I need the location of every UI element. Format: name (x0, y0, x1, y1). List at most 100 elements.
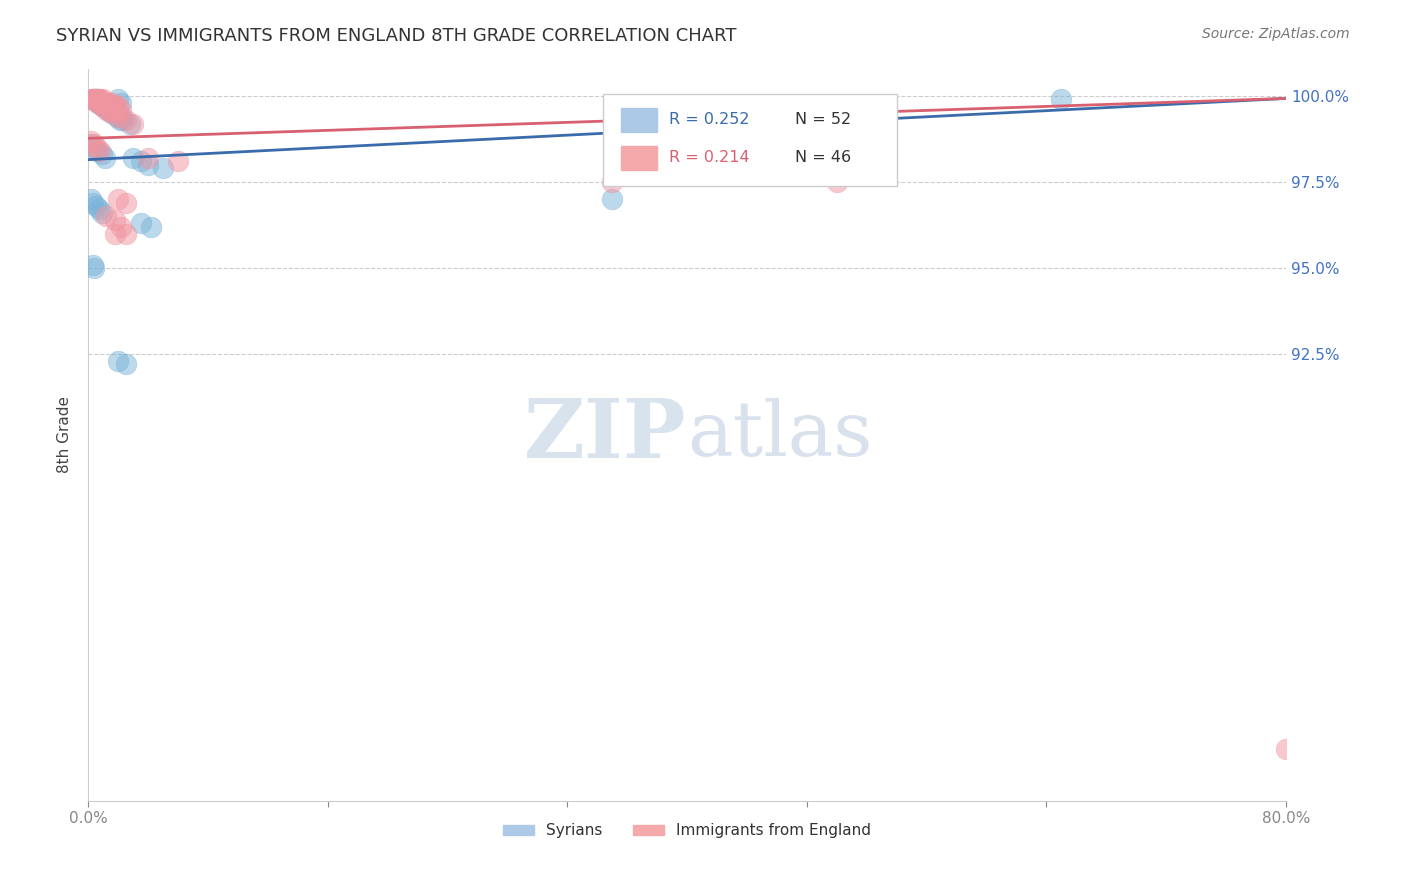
Point (100, 99, 122, 113)
Point (83, 93, 105, 107)
Point (91, 99, 114, 113)
Point (83, 93, 105, 107)
Point (1275, 742, 1298, 756)
Point (89, 93, 111, 107)
Point (139, 219, 162, 234)
Point (87, 95, 110, 110)
Point (80, 137, 103, 152)
Point (110, 103, 132, 117)
Text: R = 0.252: R = 0.252 (669, 112, 749, 128)
Point (107, 192, 129, 206)
Point (86, 140, 108, 154)
Point (107, 93, 129, 107)
Point (97, 103, 120, 117)
Text: N = 52: N = 52 (794, 112, 851, 128)
Point (84, 93, 107, 107)
Point (122, 151, 145, 165)
Point (600, 175, 623, 189)
Point (107, 99, 129, 113)
Point (101, 95, 124, 110)
Point (82, 93, 104, 107)
Point (94, 99, 117, 113)
Point (136, 151, 159, 165)
Point (152, 161, 174, 176)
Point (86, 93, 108, 107)
Point (86, 93, 108, 107)
Point (80, 192, 103, 206)
Point (105, 106, 128, 120)
Point (89, 144, 111, 158)
Legend: Syrians, Immigrants from England: Syrians, Immigrants from England (498, 817, 877, 845)
Point (1050, 93, 1073, 107)
Text: ZIP: ZIP (524, 394, 688, 475)
Text: N = 46: N = 46 (794, 151, 851, 165)
Point (101, 106, 124, 120)
Text: R = 0.214: R = 0.214 (669, 151, 749, 165)
Point (110, 219, 132, 234)
Y-axis label: 8th Grade: 8th Grade (58, 396, 72, 473)
Point (90, 206, 112, 220)
Point (90, 95, 112, 110)
Point (87, 93, 110, 107)
Point (107, 110, 129, 124)
Point (103, 103, 125, 117)
Point (108, 113, 131, 128)
Point (83, 140, 105, 154)
Text: Source: ZipAtlas.com: Source: ZipAtlas.com (1202, 27, 1350, 41)
Point (107, 353, 129, 368)
Point (114, 195, 136, 210)
Point (111, 113, 134, 128)
Point (129, 216, 152, 230)
Point (86, 95, 108, 110)
Point (93, 99, 115, 113)
Point (91, 95, 114, 110)
Bar (621, 108, 657, 131)
Point (94, 103, 117, 117)
Point (83, 93, 105, 107)
Point (84, 199, 107, 213)
Point (825, 175, 848, 189)
Point (82, 93, 104, 107)
Point (122, 116, 145, 130)
Point (83, 137, 105, 152)
Text: SYRIAN VS IMMIGRANTS FROM ENGLAND 8TH GRADE CORRELATION CHART: SYRIAN VS IMMIGRANTS FROM ENGLAND 8TH GR… (56, 27, 737, 45)
Point (600, 192, 623, 206)
FancyBboxPatch shape (603, 95, 897, 186)
Point (103, 106, 125, 120)
Point (129, 154, 152, 169)
Point (87, 202, 110, 217)
Point (167, 154, 190, 169)
Point (93, 151, 115, 165)
Point (98, 103, 121, 117)
Point (94, 95, 117, 110)
Point (136, 158, 159, 172)
Point (86, 144, 108, 158)
Point (120, 116, 142, 130)
Point (104, 99, 127, 113)
Point (80, 134, 103, 148)
Point (100, 106, 122, 120)
Point (105, 110, 128, 124)
Point (89, 95, 111, 110)
Point (90, 147, 112, 161)
Point (104, 227, 127, 241)
Point (98, 99, 121, 113)
Point (98, 95, 121, 110)
Point (104, 106, 127, 120)
Point (90, 99, 112, 113)
Point (89, 95, 111, 110)
Point (114, 357, 136, 371)
Point (84, 93, 107, 107)
Point (80, 93, 103, 107)
Point (97, 99, 120, 113)
Point (114, 227, 136, 241)
Point (110, 110, 132, 124)
Point (87, 95, 110, 110)
Point (94, 210, 117, 224)
Point (100, 103, 122, 117)
Text: atlas: atlas (688, 398, 873, 472)
Point (110, 95, 132, 110)
Point (93, 95, 115, 110)
Point (83, 260, 105, 275)
Point (91, 93, 114, 107)
